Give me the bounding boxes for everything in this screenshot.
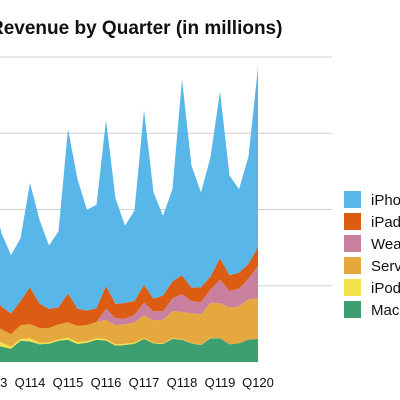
legend-swatch xyxy=(344,301,361,318)
legend: iPhone iPad Wearables Services iPod Mac xyxy=(344,191,400,319)
area-ipod xyxy=(0,337,258,349)
area-series-layer xyxy=(0,67,258,362)
area-services xyxy=(0,298,258,347)
x-tick-label: Q119 xyxy=(205,375,236,390)
x-tick-label: Q114 xyxy=(15,375,46,390)
legend-swatch xyxy=(344,191,361,208)
area-mac xyxy=(0,338,258,362)
legend-label: Services xyxy=(371,258,400,275)
legend-swatch xyxy=(344,213,361,230)
legend-label: Mac xyxy=(371,302,400,319)
legend-label: iPhone xyxy=(371,192,400,209)
legend-item-ipad: iPad xyxy=(344,213,400,231)
legend-item-iphone: iPhone xyxy=(344,191,400,209)
area-iphone xyxy=(0,67,258,314)
legend-label: Wearables xyxy=(371,236,400,253)
legend-item-mac: Mac xyxy=(344,301,400,319)
x-axis-tick-labels: Q113 Q114 Q115 Q116 Q117 Q118 Q119 Q120 xyxy=(0,375,274,390)
x-tick-label: Q115 xyxy=(53,375,84,390)
x-tick-label: Q120 xyxy=(242,375,274,390)
x-tick-label: Q116 xyxy=(91,375,122,390)
legend-item-wearables: Wearables xyxy=(344,235,400,253)
area-ipad xyxy=(0,246,258,335)
legend-item-services: Services xyxy=(344,257,400,275)
legend-swatch xyxy=(344,279,361,296)
legend-swatch xyxy=(344,257,361,274)
x-tick-label: Q113 xyxy=(0,375,7,390)
chart-title: Revenue by Quarter (in millions) xyxy=(0,18,283,39)
legend-swatch xyxy=(344,235,361,252)
legend-label: iPod xyxy=(371,280,400,297)
legend-item-ipod: iPod xyxy=(344,279,400,297)
x-tick-label: Q117 xyxy=(129,375,160,390)
x-tick-label: Q118 xyxy=(167,375,198,390)
area-wearables xyxy=(0,266,258,335)
legend-label: iPad xyxy=(371,214,400,231)
